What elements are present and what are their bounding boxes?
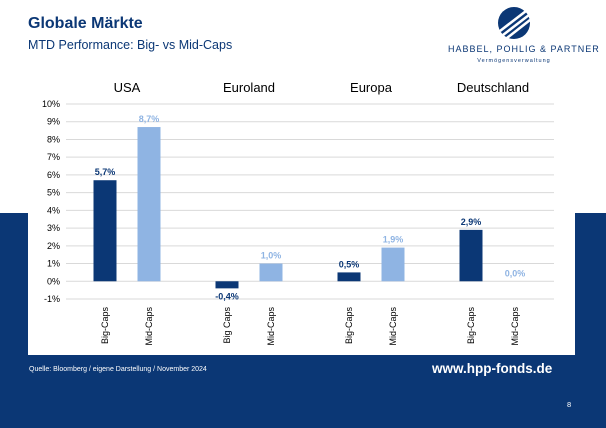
data-label: 5,7% xyxy=(95,167,116,177)
y-tick-label: 3% xyxy=(47,223,60,233)
data-label: 1,9% xyxy=(383,235,404,245)
source-note: Quelle: Bloomberg / eigene Darstellung /… xyxy=(29,366,207,373)
category-label: Big Caps xyxy=(222,307,232,344)
data-label: 8,7% xyxy=(139,114,160,124)
y-tick-label: -1% xyxy=(44,294,60,304)
bar xyxy=(93,180,117,282)
website-link[interactable]: www.hpp-fonds.de xyxy=(432,361,553,376)
bar xyxy=(381,247,405,282)
category-label: Big-Caps xyxy=(100,307,110,345)
category-label: Mid-Caps xyxy=(266,307,276,346)
logo-emblem-icon xyxy=(498,7,531,40)
data-label: 1,0% xyxy=(261,251,282,261)
bar xyxy=(459,229,483,282)
bar xyxy=(137,127,161,282)
category-label: Big-Caps xyxy=(466,307,476,345)
category-label: Mid-Caps xyxy=(144,307,154,346)
y-tick-label: 1% xyxy=(47,259,60,269)
bar xyxy=(259,263,283,282)
group-header: Euroland xyxy=(223,80,275,95)
slide-title: Globale Märkte xyxy=(28,15,143,32)
data-label: 0,5% xyxy=(339,259,360,269)
category-label: Big-Caps xyxy=(344,307,354,345)
data-label: -0,4% xyxy=(215,291,239,301)
page-number: 8 xyxy=(567,400,572,409)
data-label: 2,9% xyxy=(461,217,482,227)
bar xyxy=(215,281,239,289)
y-tick-label: 9% xyxy=(47,117,60,127)
y-tick-label: 5% xyxy=(47,188,60,198)
logo-tagline: Vermögensverwaltung xyxy=(477,58,551,64)
y-tick-label: 10% xyxy=(42,99,60,109)
category-label: Mid-Caps xyxy=(388,307,398,346)
company-logo: HABBEL, POHLIG & PARTNER Vermögensverwal… xyxy=(448,6,600,68)
y-tick-label: 6% xyxy=(47,170,60,180)
logo-company-name: HABBEL, POHLIG & PARTNER xyxy=(448,44,600,54)
y-tick-label: 8% xyxy=(47,134,60,144)
y-tick-label: 2% xyxy=(47,241,60,251)
group-header: USA xyxy=(114,80,141,95)
group-header: Deutschland xyxy=(457,80,529,95)
y-tick-label: 4% xyxy=(47,205,60,215)
bar xyxy=(337,272,361,282)
y-tick-label: 0% xyxy=(47,276,60,286)
group-header: Europa xyxy=(350,80,393,95)
slide-subtitle: MTD Performance: Big- vs Mid-Caps xyxy=(28,38,233,52)
category-label: Mid-Caps xyxy=(510,307,520,346)
y-tick-label: 7% xyxy=(47,152,60,162)
data-label: 0,0% xyxy=(505,268,526,278)
